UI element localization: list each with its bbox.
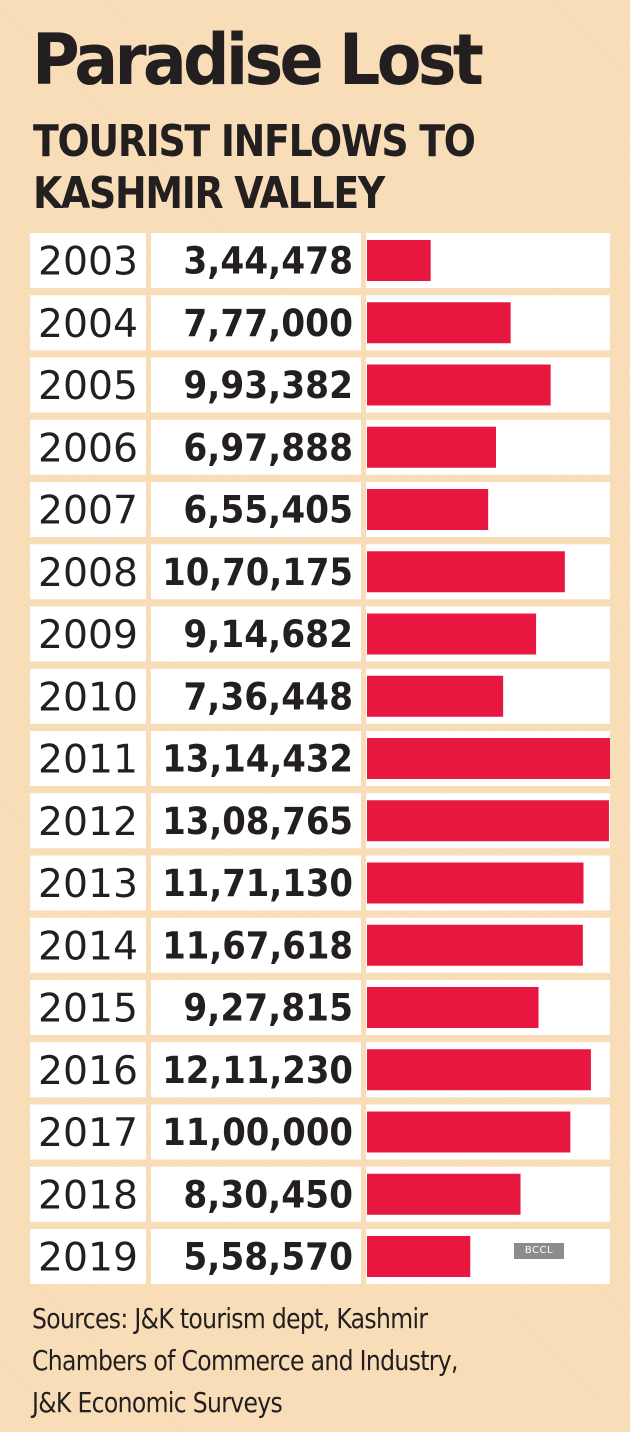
bar (367, 1236, 471, 1277)
year-label: 2010 (38, 675, 138, 720)
subtitle-line-2: KASHMIR VALLEY (33, 168, 385, 219)
value-cell (151, 731, 361, 786)
chart-title: Paradise Lost (32, 19, 484, 101)
value-label: 11,71,130 (162, 862, 353, 905)
source-line-2: Chambers of Commerce and Industry, (32, 1344, 459, 1377)
value-label: 7,36,448 (183, 675, 353, 718)
bar (367, 924, 583, 966)
value-cell (151, 357, 361, 413)
year-cell (30, 1166, 146, 1222)
value-cell (151, 793, 361, 849)
year-cell (30, 482, 146, 537)
value-cell (151, 482, 361, 537)
value-cell (151, 1166, 361, 1222)
bar (367, 675, 504, 717)
year-label: 2007 (38, 489, 138, 534)
year-label: 2012 (38, 800, 138, 845)
value-label: 10,70,175 (162, 551, 353, 594)
value-cell (151, 544, 361, 600)
value-label: 6,55,405 (183, 489, 353, 532)
value-label: 9,93,382 (183, 364, 353, 407)
value-cell (151, 1042, 361, 1098)
bar (367, 613, 537, 655)
year-label: 2011 (38, 738, 138, 783)
year-label: 2013 (38, 862, 138, 907)
value-label: 13,14,432 (162, 738, 353, 781)
bar (367, 551, 565, 593)
value-cell (151, 419, 361, 475)
source-line-3: J&K Economic Surveys (32, 1386, 283, 1419)
year-cell (30, 419, 146, 475)
source-line-1: Sources: J&K tourism dept, Kashmir (32, 1302, 428, 1335)
year-label: 2014 (38, 924, 138, 969)
bar (367, 1049, 591, 1091)
credit-badge: BCCL (514, 1243, 564, 1259)
bar (367, 489, 489, 530)
bar (367, 426, 497, 468)
value-label: 9,14,682 (183, 613, 353, 656)
bar (367, 862, 584, 904)
year-label: 2008 (38, 551, 138, 596)
value-cell (151, 980, 361, 1035)
value-cell (151, 1229, 361, 1284)
year-cell (30, 606, 146, 662)
year-label: 2006 (38, 426, 138, 471)
value-label: 11,00,000 (162, 1111, 353, 1154)
value-cell (151, 1104, 361, 1160)
year-cell (30, 980, 146, 1035)
year-cell (30, 855, 146, 911)
year-cell (30, 233, 146, 288)
bar-chart: 2003 3,44,478 2004 7,77,000 2005 9,93,382 2006… (30, 233, 610, 1284)
year-cell (30, 668, 146, 724)
year-label: 2015 (38, 987, 138, 1032)
source-note: Sources: J&K tourism dept, Kashmir Chamb… (32, 1298, 459, 1424)
year-label: 2019 (38, 1236, 138, 1281)
year-label: 2005 (38, 364, 138, 409)
year-cell (30, 793, 146, 849)
bar (367, 1111, 571, 1153)
value-label: 3,44,478 (183, 240, 353, 283)
bar (367, 738, 610, 779)
year-cell (30, 1229, 146, 1284)
bar (367, 987, 539, 1028)
subtitle-line-1: TOURIST INFLOWS TO (33, 116, 476, 167)
year-cell (30, 731, 146, 786)
value-label: 7,77,000 (183, 302, 353, 345)
bar (367, 1173, 521, 1215)
year-label: 2009 (38, 613, 138, 658)
year-label: 2003 (38, 240, 138, 285)
year-cell (30, 544, 146, 600)
value-cell (151, 295, 361, 351)
value-label: 8,30,450 (183, 1173, 353, 1216)
value-label: 12,11,230 (162, 1049, 353, 1092)
bar (367, 800, 609, 842)
year-cell (30, 917, 146, 973)
year-cell (30, 1042, 146, 1098)
year-cell (30, 1104, 146, 1160)
value-cell (151, 233, 361, 288)
bar (367, 240, 431, 281)
year-label: 2017 (38, 1111, 138, 1156)
chart-subtitle: TOURIST INFLOWS TO KASHMIR VALLEY (33, 116, 476, 220)
bar (367, 364, 551, 406)
year-cell (30, 295, 146, 351)
value-label: 11,67,618 (162, 924, 353, 967)
value-label: 5,58,570 (183, 1236, 353, 1279)
value-label: 9,27,815 (183, 987, 353, 1030)
value-cell (151, 668, 361, 724)
year-label: 2004 (38, 302, 138, 347)
year-label: 2016 (38, 1049, 138, 1094)
year-label: 2018 (38, 1173, 138, 1218)
year-cell (30, 357, 146, 413)
value-cell (151, 606, 361, 662)
value-label: 13,08,765 (162, 800, 353, 843)
value-cell (151, 855, 361, 911)
bar (367, 302, 511, 344)
value-cell (151, 917, 361, 973)
value-label: 6,97,888 (183, 426, 353, 469)
